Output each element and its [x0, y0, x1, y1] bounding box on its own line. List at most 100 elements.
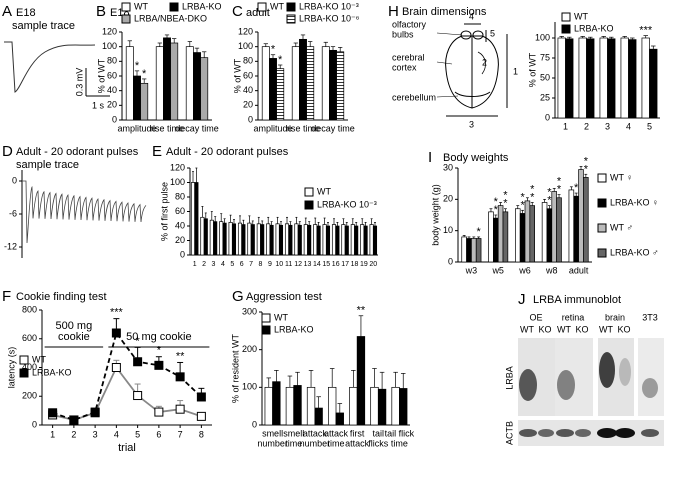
marker — [154, 407, 164, 417]
bar — [497, 205, 504, 263]
significance-label: ** — [494, 196, 499, 216]
bar — [586, 38, 595, 119]
bar — [377, 388, 387, 426]
bar — [354, 225, 359, 256]
bar — [294, 223, 299, 256]
bar — [502, 211, 509, 263]
bar — [314, 407, 323, 426]
diagram-label: cerebral — [392, 52, 425, 62]
y-tick-label: 100 — [102, 41, 117, 51]
scale-label: 0.3 mV — [74, 68, 84, 97]
y-tick-label: 0 — [12, 175, 17, 185]
y-tick-label: 100 — [170, 177, 185, 187]
bar — [193, 52, 201, 121]
significance-label: * — [135, 60, 140, 72]
legend-label: WT — [274, 312, 288, 322]
panel-letter: E — [152, 143, 162, 160]
bar — [250, 224, 255, 256]
y-tick-label: 30 — [443, 162, 453, 172]
significance-label: ** — [520, 191, 525, 211]
bar — [213, 221, 218, 256]
y-tick-label: 0 — [112, 114, 117, 124]
x-tick-label: 1 — [563, 121, 568, 131]
bar — [493, 217, 499, 263]
y-tick-label: 600 — [22, 333, 37, 343]
bar — [276, 68, 285, 121]
bar — [170, 42, 179, 121]
x-tick-label: smell — [262, 428, 283, 438]
bar — [288, 224, 293, 256]
bar — [515, 208, 521, 263]
y-axis-label: body weight (g) — [430, 184, 440, 246]
blot-band — [599, 352, 615, 388]
x-tick-label: time — [327, 438, 344, 448]
brain-diagram — [436, 23, 508, 117]
bar — [356, 336, 366, 426]
blot-band — [619, 358, 631, 386]
blot-band — [519, 369, 537, 401]
bar — [573, 195, 579, 263]
legend-swatch — [19, 368, 29, 378]
y-tick-label: 400 — [22, 362, 37, 372]
bar — [209, 219, 214, 256]
bar — [241, 224, 246, 256]
legend-swatch — [286, 2, 296, 12]
y-tick-label: 60 — [107, 70, 117, 80]
x-tick-label: 11 — [285, 261, 292, 268]
legend-swatch — [597, 173, 607, 183]
legend-swatch — [261, 325, 271, 335]
legend-label: LRBA-KO — [32, 367, 72, 377]
legend-label: LRBA/NBEA-DKO — [134, 13, 207, 23]
legend-label: LRBA-KO — [574, 23, 614, 33]
bar — [275, 223, 280, 256]
bar — [222, 222, 227, 256]
bar — [306, 386, 316, 426]
bar — [306, 46, 315, 121]
y-tick-label: 80 — [243, 56, 253, 66]
bar — [620, 37, 629, 119]
legend-label: WT — [270, 1, 284, 11]
genotype-label: WT — [599, 324, 613, 334]
significance-label: * — [476, 226, 481, 238]
tissue-label: OE — [529, 312, 542, 322]
significance-label: * — [574, 182, 579, 194]
x-tick-label: 9 — [268, 261, 272, 268]
bar — [335, 225, 340, 256]
bar — [641, 37, 650, 119]
bracket-label: 500 mg — [56, 320, 93, 332]
bar — [261, 46, 270, 121]
bar — [336, 51, 345, 121]
bar — [461, 236, 467, 263]
significance-label: * — [278, 54, 283, 66]
marker — [133, 391, 143, 401]
legend-swatch — [169, 2, 179, 12]
bar — [568, 189, 575, 263]
significance-label: ** — [357, 305, 366, 317]
bar — [556, 197, 562, 263]
bar — [297, 224, 302, 256]
marker — [196, 392, 206, 402]
panel-letter: B — [96, 3, 106, 20]
significance-label: *** — [639, 25, 653, 37]
panel-title: Body weights — [443, 152, 509, 164]
x-tick-label: 1 — [50, 429, 55, 439]
x-tick-label: number — [257, 438, 288, 448]
x-tick-label: flicks — [368, 438, 388, 448]
y-tick-label: 50 — [540, 72, 550, 82]
legend-label: LRBA-KO 10⁻³ — [299, 1, 359, 11]
marker — [48, 408, 58, 418]
dimension-label: 4 — [469, 11, 474, 21]
x-tick-label: 2 — [584, 121, 589, 131]
significance-label: * — [135, 335, 140, 347]
bar — [291, 46, 300, 121]
x-tick-label: w5 — [491, 265, 504, 275]
y-tick-label: 25 — [540, 92, 550, 102]
bar — [369, 224, 374, 256]
dimension-label: 3 — [469, 119, 474, 129]
y-tick-label: 20 — [175, 235, 185, 245]
blot-lane — [638, 338, 664, 416]
panel-title: Adult - 20 odorant pulses — [166, 146, 289, 158]
x-tick-label: 6 — [156, 429, 161, 439]
panel-title: E18 — [16, 7, 36, 19]
bar — [194, 182, 199, 256]
